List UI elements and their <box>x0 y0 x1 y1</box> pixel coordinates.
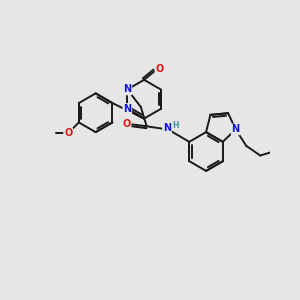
Text: O: O <box>155 64 164 74</box>
Text: N: N <box>123 85 131 94</box>
Text: O: O <box>64 128 72 138</box>
Text: H: H <box>172 121 178 130</box>
Text: O: O <box>122 119 130 129</box>
Text: N: N <box>232 124 240 134</box>
Text: N: N <box>123 104 131 114</box>
Text: N: N <box>163 123 171 133</box>
